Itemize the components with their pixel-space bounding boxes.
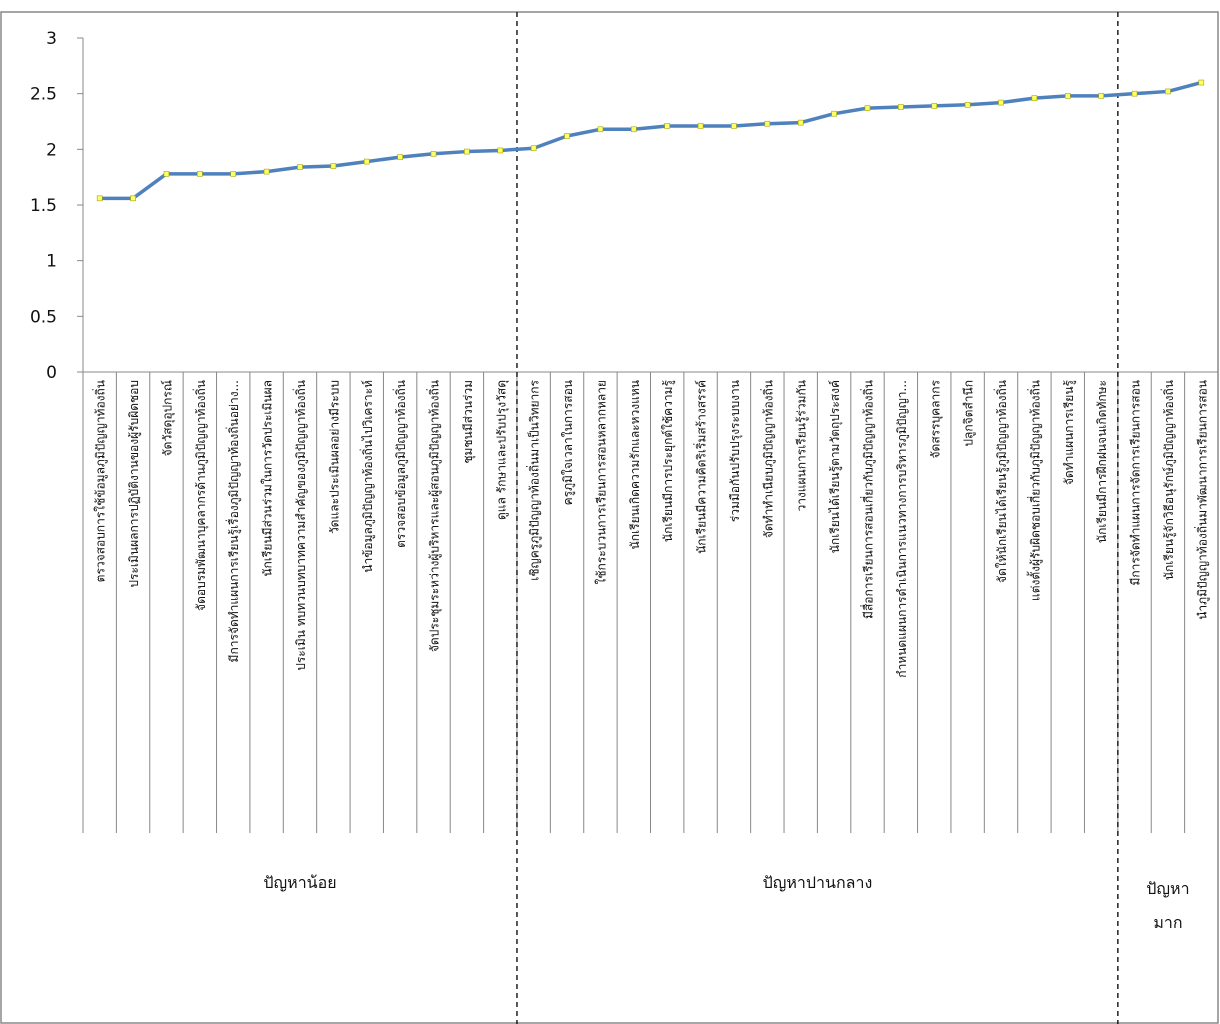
y-tick-label: 1.5	[30, 196, 57, 216]
data-point-marker	[831, 110, 837, 117]
x-tick-label: ปลูกจิตสำนึก	[962, 380, 977, 447]
data-point-marker	[96, 195, 103, 202]
chart-frame	[0, 11, 1219, 1024]
x-tick-label: จัดสรรบุคลากร	[928, 379, 943, 458]
x-tick-label: นักเรียนมีการฝึกฝนจนเกิดทักษะ	[1095, 380, 1109, 543]
x-tick-label: กำหนดแผนการดำเนินการแนวทางการบริหารภูมิป…	[895, 380, 910, 678]
data-point-marker	[1165, 88, 1171, 95]
x-tick-label: ดูแล รักษาและปรับปรุงวัสดุ	[494, 380, 509, 520]
x-tick-label: ร่วมมือกันปรับปรุงระบบงาน	[728, 380, 743, 522]
group-label: ปัญหา	[1146, 879, 1189, 898]
data-point-marker	[430, 150, 437, 157]
x-tick-label: จัดทำแผนการเรียนรู้	[1062, 379, 1077, 485]
series-layer	[96, 79, 1205, 202]
y-axis-ticks: 0 0.5 1 1.5 2 2.5 3	[30, 29, 83, 383]
data-point-marker	[797, 119, 804, 126]
x-tick-label: ใช้กระบวนการเรียนการสอนหลากหลาย	[594, 380, 608, 584]
data-point-marker	[664, 123, 670, 129]
data-point-marker	[864, 105, 871, 111]
data-point-marker	[530, 145, 537, 152]
y-tick-label: 2	[46, 140, 57, 160]
data-point-marker	[998, 99, 1004, 106]
data-point-marker	[1064, 93, 1071, 99]
x-tick-label: จัดให้นักเรียนได้เรียนรู้ภูมิปัญญาท้องถิ…	[993, 380, 1010, 583]
x-tick-label: เชิญครูภูมิปัญญาท้องถิ่นมาเป็นวิทยากร	[526, 379, 543, 580]
data-point-marker	[230, 171, 237, 177]
data-point-marker	[263, 168, 270, 175]
data-point-marker	[564, 133, 570, 139]
x-tick-label: นำข้อมูลภูมิปัญญาท้องถิ่นไปวิเคราะห์	[359, 380, 376, 573]
x-tick-label: ประเมิน ทบทวนบทบาทความสำคัญของภูมิปัญญาท…	[292, 380, 309, 671]
x-tick-label: ตรวจสอบการใช้ข้อมูลภูมิปัญญาท้องถิ่น	[92, 380, 109, 582]
x-tick-label: จัดประชุมระหว่างผู้บริหารและผู้สอนภูมิปั…	[426, 380, 443, 652]
x-tick-label: นำภูมิปัญญาท้องถิ่นมาพัฒนาการเรียนการสอน	[1193, 380, 1210, 620]
data-point-marker	[964, 102, 971, 108]
data-point-marker	[764, 120, 771, 127]
data-point-marker	[397, 154, 403, 160]
data-point-marker	[197, 171, 203, 177]
data-point-marker	[931, 103, 938, 109]
x-tick-label: นักเรียนมีความคิดริเริ่มสร้างสรรค์	[693, 380, 709, 554]
data-point-marker	[330, 163, 337, 169]
data-point-marker	[297, 164, 303, 170]
x-tick-label: จัดอบรมพัฒนาบุคลากรด้านภูมิปัญญาท้องถิ่น	[192, 380, 209, 611]
data-point-marker	[163, 171, 170, 177]
group-label: ปัญหาน้อย	[263, 873, 336, 892]
group-dividers	[516, 12, 1119, 1024]
x-tick-label: นักเรียนได้เรียนรู้ตามวัตถุประสงค์	[828, 380, 843, 553]
data-point-marker	[464, 148, 470, 155]
x-tick-label: นักเรียนรู้จักวิธีอนุรักษ์ภูมิปัญญาท้องถ…	[1160, 380, 1177, 580]
data-point-marker	[1131, 90, 1138, 97]
x-tick-label: นักเรียนเกิดความรักและหวงแหน	[628, 380, 642, 549]
group-label: ปัญหาปานกลาง	[763, 873, 873, 892]
data-point-marker	[631, 126, 637, 133]
x-tick-label: จัดทำทำเนียบภูมิปัญญาท้องถิ่น	[759, 380, 776, 538]
data-point-marker	[1198, 79, 1205, 86]
x-tick-label: แต่งตั้งผู้รับผิดชอบเกี่ยวกับภูมิปัญญาท้…	[1026, 380, 1043, 601]
x-axis-ticks: ตรวจสอบการใช้ข้อมูลภูมิปัญญาท้องถิ่น ประเ…	[92, 372, 1210, 833]
series-line	[99, 80, 1202, 201]
x-tick-label: นักเรียนมีส่วนร่วมในการวัดประเมินผล	[261, 380, 275, 577]
x-tick-label: มีสื่อการเรียนการสอนเกี่ยวกับภูมิปัญญาท้…	[859, 380, 876, 619]
data-point-marker	[1031, 95, 1038, 101]
y-tick-label: 0	[46, 363, 57, 383]
x-tick-label: ครูภูมิใจเวลาในการสอน	[561, 380, 576, 505]
x-tick-label: วัดและประเมินผลอย่างมีระบบ	[327, 380, 341, 534]
data-point-marker	[363, 158, 370, 165]
x-tick-label: มีการจัดทำแผนการเรียนรู้เรื่องภูมิปัญญาท…	[225, 380, 242, 662]
data-point-marker	[898, 104, 904, 110]
data-point-marker	[130, 195, 136, 202]
y-tick-label: 1	[46, 252, 57, 272]
y-tick-label: 3	[46, 29, 57, 49]
data-point-marker	[497, 147, 504, 154]
x-tick-label: มีการจัดทำแผนการจัดการเรียนการสอน	[1129, 380, 1143, 586]
data-point-marker	[697, 123, 704, 129]
data-point-marker	[1098, 93, 1104, 99]
y-tick-label: 0.5	[30, 307, 57, 327]
x-tick-label: จัดวัสดุอุปกรณ์	[160, 380, 175, 456]
x-tick-label: วางแผนการเรียนรู้ร่วมกัน	[795, 380, 810, 512]
data-point-marker	[597, 126, 604, 133]
x-tick-label: ประเมินผลการปฏิบัติงานของผู้รับผิดชอบ	[127, 380, 142, 588]
x-tick-label: นักเรียนมีการประยุกต์ใช้ความรู้	[661, 379, 676, 542]
x-tick-label: ตรวจสอบข้อมูลภูมิปัญญาท้องถิ่น	[392, 380, 409, 548]
y-tick-label: 2.5	[30, 85, 57, 105]
group-label: มาก	[1153, 913, 1182, 932]
x-tick-label: ชุมชนมีส่วนร่วม	[461, 380, 476, 464]
data-point-marker	[731, 123, 737, 129]
